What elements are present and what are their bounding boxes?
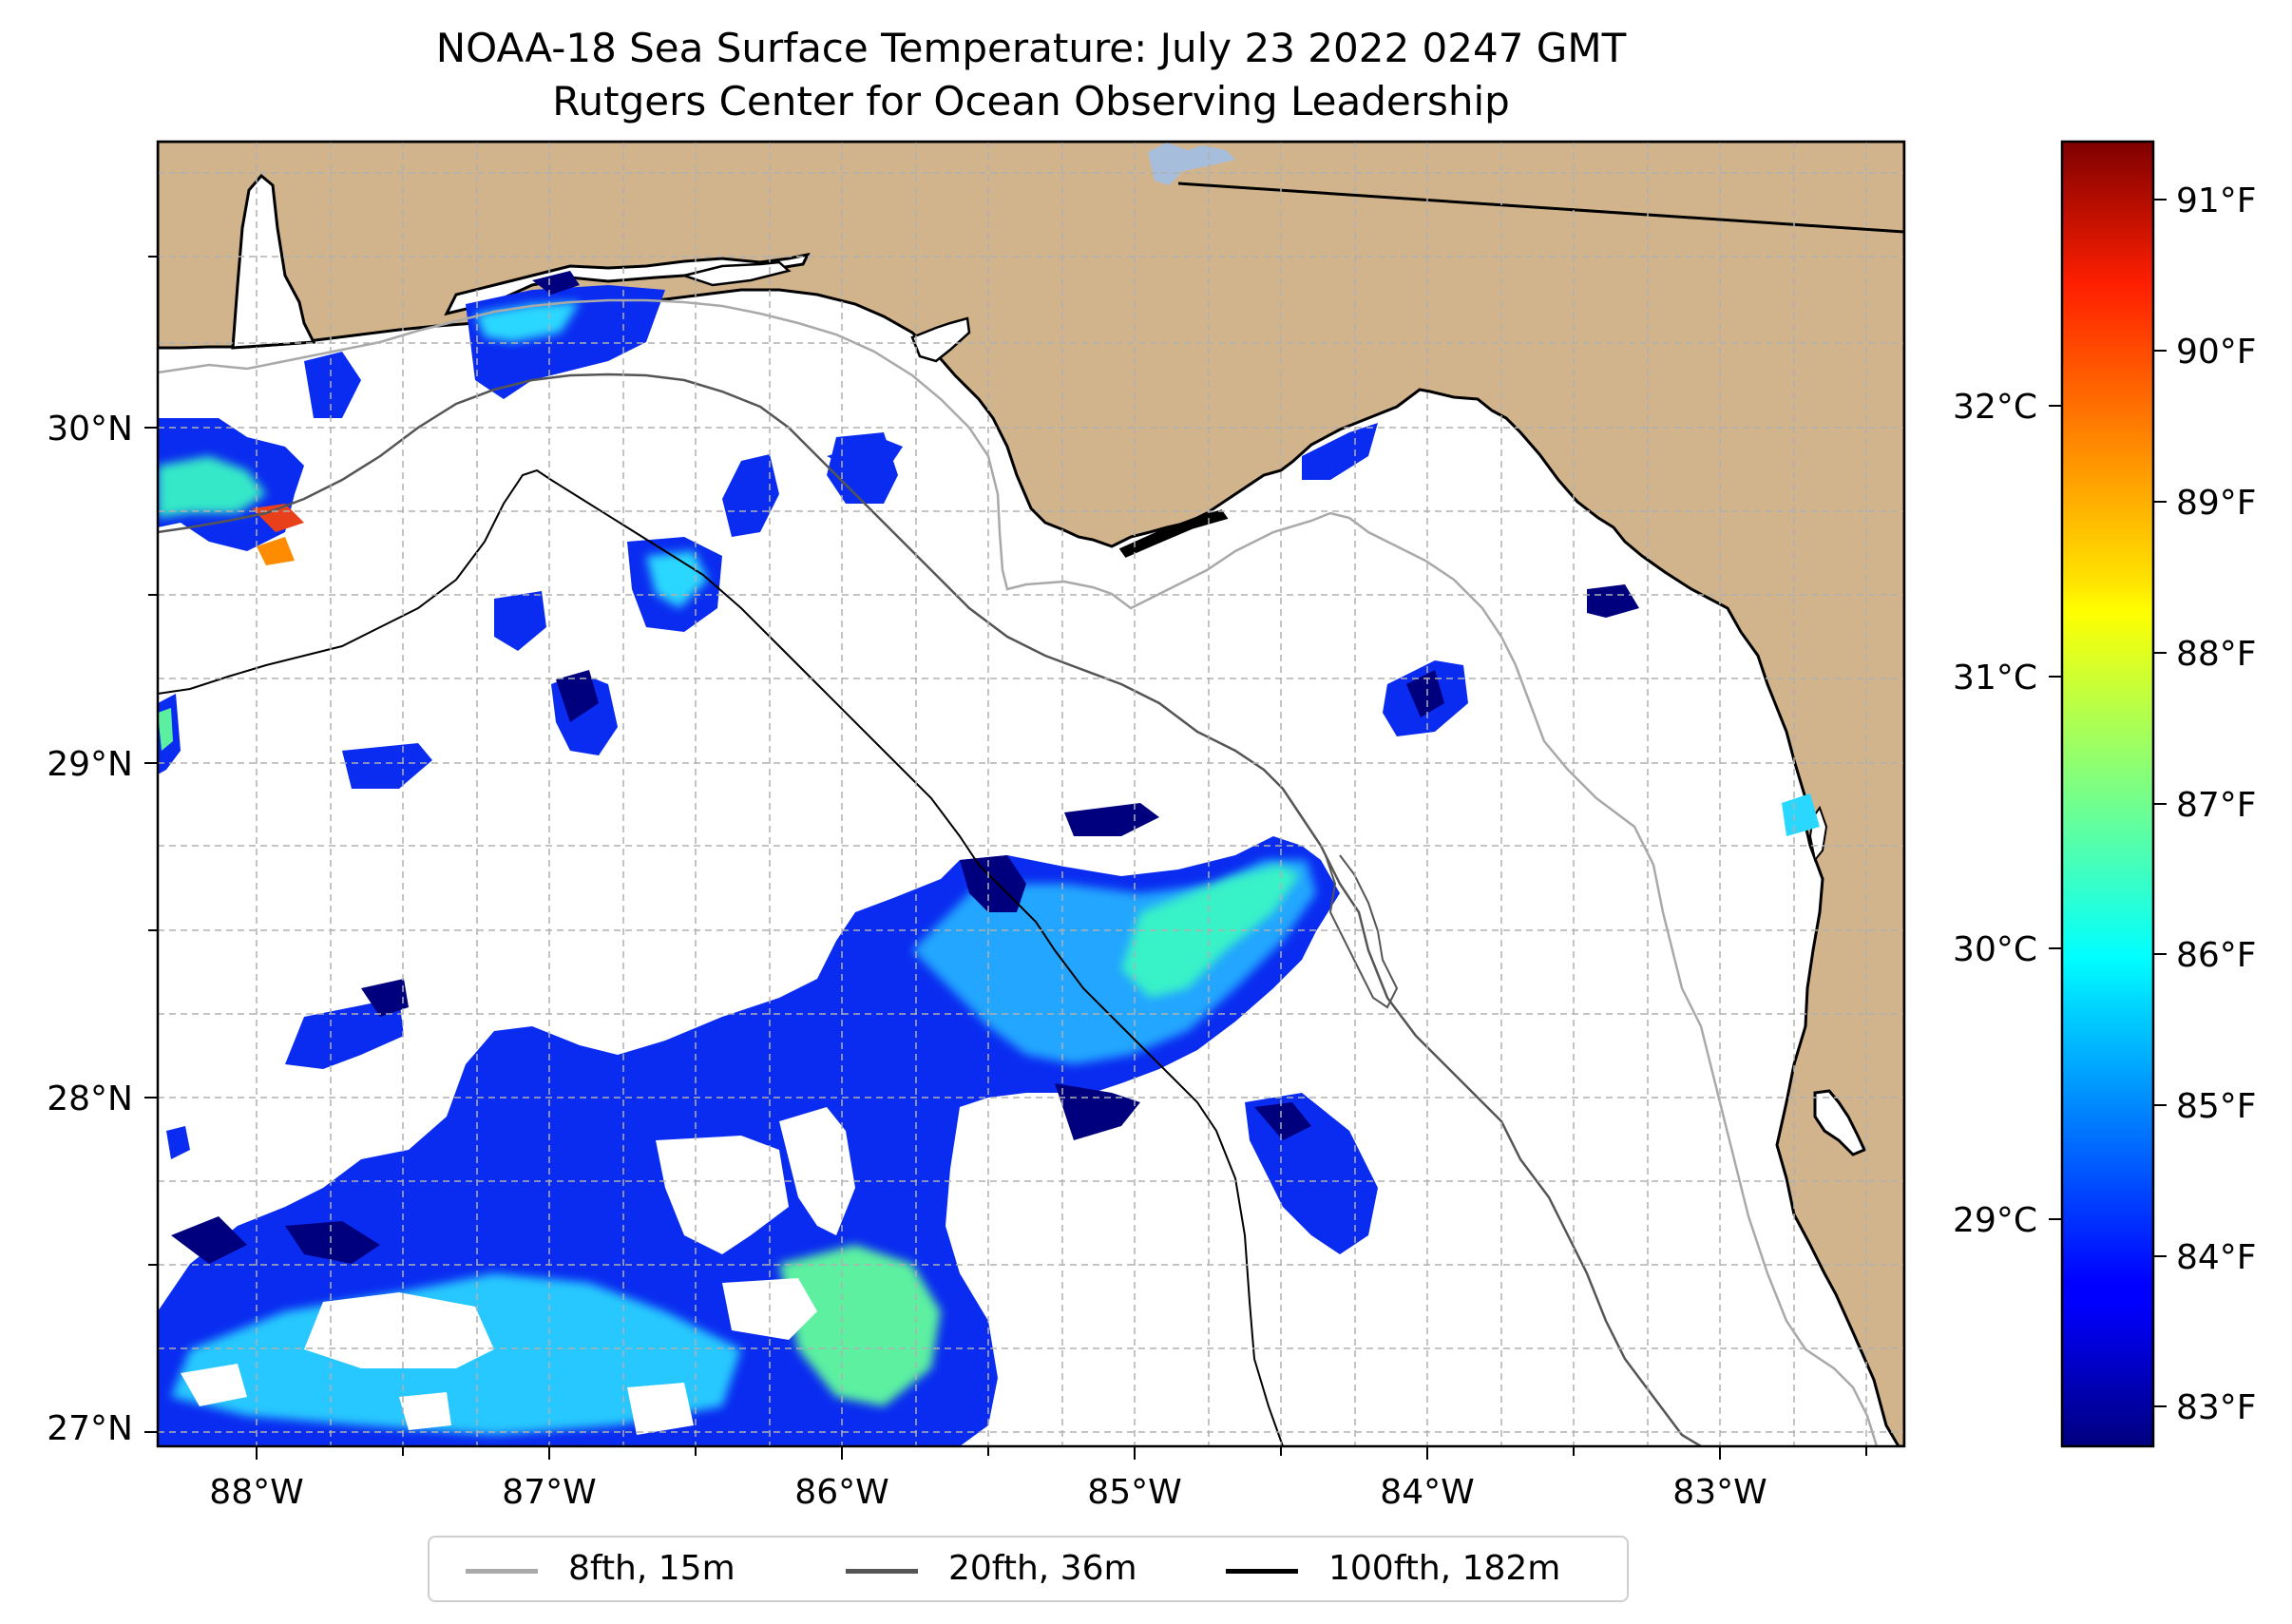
fahrenheit-label: 84°F <box>2176 1238 2257 1277</box>
lon-label: 85°W <box>1087 1473 1181 1512</box>
lat-label: 29°N <box>47 745 133 784</box>
lon-label: 86°W <box>794 1473 888 1512</box>
longitude-labels: 88°W 87°W 86°W 85°W 84°W 83°W <box>209 1473 1767 1512</box>
fahrenheit-label: 85°F <box>2176 1087 2257 1126</box>
chart-title: NOAA-18 Sea Surface Temperature: July 23… <box>435 25 1627 71</box>
chart-subtitle: Rutgers Center for Ocean Observing Leade… <box>552 78 1510 124</box>
legend-swatch <box>466 1569 538 1574</box>
lon-label: 88°W <box>209 1473 303 1512</box>
isobath-20fth <box>158 373 1702 1446</box>
colorbar-fahrenheit-labels: 91°F 90°F 89°F 88°F 87°F 86°F 85°F 84°F … <box>2176 182 2257 1427</box>
fahrenheit-label: 89°F <box>2176 484 2257 523</box>
latitude-labels: 30°N 29°N 28°N 27°N <box>47 410 133 1448</box>
lat-label: 27°N <box>47 1409 133 1448</box>
isobath-100fth <box>158 468 1284 1446</box>
legend-swatch <box>1226 1569 1298 1574</box>
legend-label: 8fth, 15m <box>568 1549 735 1588</box>
choctawhatchee-bay <box>679 260 792 287</box>
celsius-label: 31°C <box>1953 659 2037 697</box>
legend-label: 100fth, 182m <box>1328 1549 1561 1588</box>
fahrenheit-label: 90°F <box>2176 333 2257 372</box>
lat-label: 28°N <box>47 1079 133 1118</box>
state-border <box>1177 182 1904 234</box>
fahrenheit-label: 86°F <box>2176 936 2257 975</box>
celsius-label: 30°C <box>1953 930 2037 969</box>
isobath-legend: 8fth, 15m 20fth, 36m 100fth, 182m <box>428 1536 1629 1602</box>
isobath-8fth <box>158 298 1879 1446</box>
fahrenheit-label: 91°F <box>2176 182 2257 220</box>
celsius-label: 32°C <box>1953 388 2037 427</box>
tampa-bay <box>1813 1089 1867 1156</box>
fahrenheit-label: 83°F <box>2176 1388 2257 1427</box>
sst-data <box>158 271 1820 1446</box>
legend-label: 20fth, 36m <box>948 1549 1137 1588</box>
axis-ticks <box>144 256 1867 1460</box>
lat-label: 30°N <box>47 410 133 449</box>
map-area[interactable] <box>158 142 1904 1446</box>
mobile-bay <box>231 173 316 350</box>
colorbar: 32°C 31°C 30°C 29°C 91°F 90°F 89°F 88°F … <box>1953 140 2257 1448</box>
lon-label: 87°W <box>502 1473 596 1512</box>
fahrenheit-label: 88°F <box>2176 635 2257 674</box>
st-andrew-bay <box>910 316 971 363</box>
graticule <box>158 142 1904 1446</box>
legend-swatch <box>846 1569 918 1574</box>
colorbar-celsius-labels: 32°C 31°C 30°C 29°C <box>1953 388 2037 1240</box>
land-mass <box>158 142 1904 1446</box>
lon-label: 84°W <box>1380 1473 1474 1512</box>
colorbar-ticks <box>2049 199 2167 1407</box>
fahrenheit-label: 87°F <box>2176 786 2257 825</box>
lake-seminole <box>1148 143 1235 185</box>
colorbar-gradient <box>2060 140 2155 1448</box>
celsius-label: 29°C <box>1953 1201 2037 1240</box>
apalachee-bay-islands <box>1118 509 1229 558</box>
map-frame <box>156 140 1906 1448</box>
isobath-squiggle <box>1325 854 1399 1009</box>
lon-label: 83°W <box>1672 1473 1767 1512</box>
